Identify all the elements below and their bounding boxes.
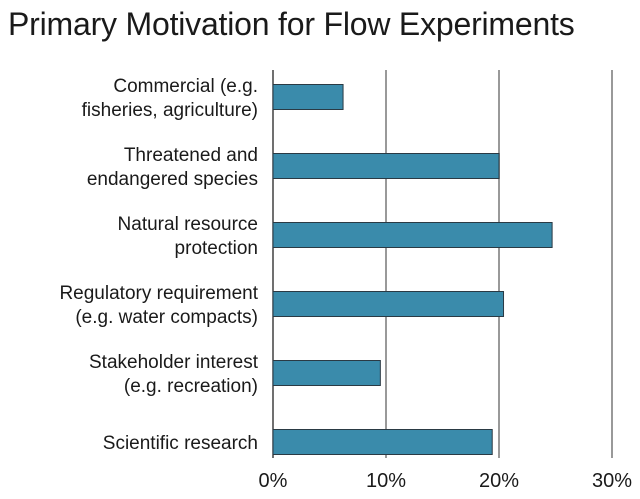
x-tick-label: 0% — [259, 470, 288, 492]
category-label: (e.g. recreation) — [124, 376, 258, 397]
x-axis-ticks: 0% 10% 20% 30% — [259, 470, 633, 492]
category-label: fisheries, agriculture) — [82, 100, 258, 121]
grid-lines — [272, 70, 613, 458]
bar — [272, 222, 553, 248]
category-labels: Commercial (e.g. fisheries, agriculture) T… — [59, 76, 258, 454]
category-label: endangered species — [87, 169, 258, 190]
category-label: Natural resource — [118, 214, 258, 235]
category-label: Scientific research — [103, 433, 258, 454]
bar — [272, 153, 500, 179]
category-label: Commercial (e.g. — [113, 76, 258, 97]
category-label: Regulatory requirement — [59, 283, 258, 304]
bar — [272, 84, 344, 110]
bar — [272, 291, 505, 317]
chart-title: Primary Motivation for Flow Experiments — [8, 6, 575, 42]
bar — [272, 360, 381, 386]
x-tick-label: 20% — [479, 470, 519, 492]
category-label: (e.g. water compacts) — [75, 307, 258, 328]
bars — [272, 84, 553, 455]
category-label: Threatened and — [124, 145, 258, 166]
category-label: protection — [175, 238, 258, 259]
bar — [272, 429, 493, 455]
category-label: Stakeholder interest — [89, 352, 259, 373]
x-tick-label: 10% — [366, 470, 406, 492]
x-tick-label: 30% — [592, 470, 632, 492]
